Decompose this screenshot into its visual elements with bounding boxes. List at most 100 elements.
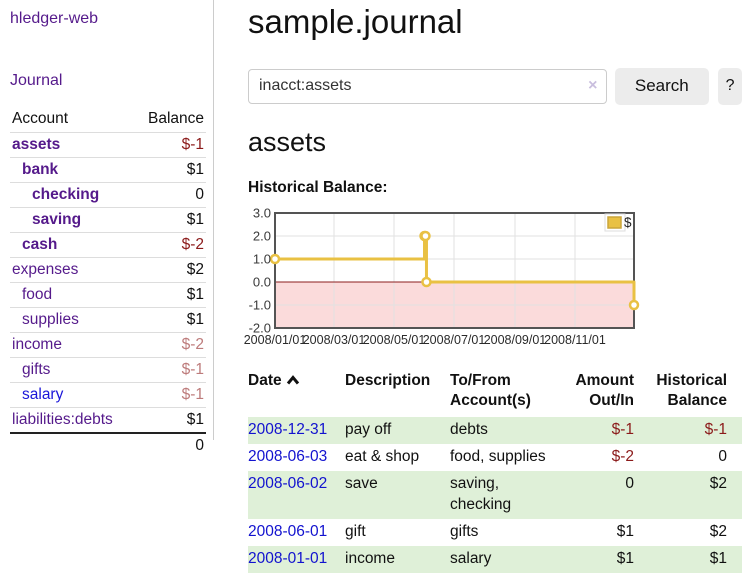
account-balance: $1 [134, 207, 206, 233]
register-header-description: Description [345, 372, 431, 389]
account-row: supplies $1 [10, 307, 206, 333]
register-row: 2008-06-03 eat & shop food, supplies $-2 0 [248, 444, 742, 471]
transaction-description: eat & shop [345, 448, 420, 466]
transaction-amount: $1 [616, 549, 634, 567]
chart-title: Historical Balance: [248, 179, 388, 196]
sidebar-account-saving[interactable]: saving [32, 211, 82, 228]
register-header-amount: Amount Out/In [575, 372, 634, 410]
account-row: bank $1 [10, 157, 206, 183]
clear-search-icon[interactable]: × [588, 76, 598, 94]
accounts-total-row: 0 [10, 432, 206, 458]
sort-ascending-icon [286, 372, 300, 392]
brand-link[interactable]: hledger-web [10, 10, 99, 27]
account-row: food $1 [10, 282, 206, 308]
help-button[interactable]: ? [718, 67, 742, 105]
transaction-balance: $1 [709, 549, 727, 567]
svg-text:-2.0: -2.0 [249, 321, 271, 336]
accounts-total-value: 0 [134, 432, 206, 458]
transaction-date-link[interactable]: 2008-06-03 [248, 448, 328, 466]
account-balance: $1 [134, 282, 206, 308]
account-balance: $2 [134, 257, 206, 283]
transaction-description: gift [345, 522, 366, 540]
svg-text:$: $ [624, 215, 632, 230]
account-row: salary $-1 [10, 382, 206, 408]
main-content: sample.journal × Search ? assets Histori… [244, 0, 742, 573]
transaction-amount: 0 [625, 475, 634, 493]
transaction-amount: $1 [616, 522, 634, 540]
svg-text:1.0: 1.0 [253, 252, 271, 267]
transaction-accounts: food, supplies [450, 448, 546, 466]
accounts-header-account: Account [12, 110, 69, 127]
register-header-date[interactable]: Date [248, 369, 345, 417]
account-row: checking 0 [10, 182, 206, 208]
account-balance: $-1 [134, 357, 206, 383]
svg-text:-1.0: -1.0 [249, 298, 271, 313]
svg-text:2008/05/01: 2008/05/01 [363, 333, 426, 347]
search-input[interactable] [248, 68, 607, 104]
transaction-date-link[interactable]: 2008-01-01 [248, 549, 328, 567]
sidebar-account-checking[interactable]: checking [32, 186, 100, 203]
account-heading: assets [248, 127, 327, 157]
sidebar-account-supplies[interactable]: supplies [22, 311, 79, 328]
sidebar-account-bank[interactable]: bank [22, 161, 59, 178]
sidebar: hledger-web Journal Account Balance asse… [0, 0, 214, 458]
search-button[interactable]: Search [614, 67, 710, 105]
transaction-accounts: debts [450, 421, 488, 439]
svg-text:2.0: 2.0 [253, 229, 271, 244]
sidebar-account-expenses[interactable]: expenses [12, 261, 79, 278]
transaction-date-link[interactable]: 2008-12-31 [248, 421, 328, 439]
transaction-description: save [345, 475, 378, 493]
account-balance: $-1 [134, 382, 206, 408]
search-form: × Search ? [248, 67, 742, 105]
account-balance: $1 [134, 157, 206, 183]
account-row: cash $-2 [10, 232, 206, 258]
account-row: assets $-1 [10, 132, 206, 158]
svg-text:2008/09/01: 2008/09/01 [484, 333, 547, 347]
account-row: expenses $2 [10, 257, 206, 283]
search-box: × [248, 68, 607, 104]
transaction-date-link[interactable]: 2008-06-01 [248, 522, 328, 540]
register-row: 2008-06-01 gift gifts $1 $2 [248, 519, 742, 546]
transaction-description: pay off [345, 421, 392, 439]
account-row: income $-2 [10, 332, 206, 358]
sidebar-account-income[interactable]: income [12, 336, 62, 353]
transaction-accounts: saving, checking [450, 475, 512, 514]
sidebar-account-cash[interactable]: cash [22, 236, 58, 253]
register-row: 2008-01-01 income salary $1 $1 [248, 545, 742, 573]
register-table: Date Description To/From Account(s) Amou… [248, 369, 742, 573]
transaction-description: income [345, 549, 395, 567]
transaction-balance: $-1 [704, 421, 727, 439]
account-row: saving $1 [10, 207, 206, 233]
account-row: gifts $-1 [10, 357, 206, 383]
account-row: liabilities:debts $1 [10, 407, 206, 433]
account-balance: $-2 [134, 232, 206, 258]
register-header-accounts: To/From Account(s) [450, 372, 531, 410]
sidebar-account-salary[interactable]: salary [22, 386, 64, 403]
svg-text:3.0: 3.0 [253, 206, 271, 221]
svg-text:0.0: 0.0 [253, 275, 271, 290]
transaction-balance: $2 [709, 475, 727, 493]
sidebar-account-liabilities-debts[interactable]: liabilities:debts [12, 411, 113, 428]
sidebar-account-food[interactable]: food [22, 286, 53, 303]
account-balance: 0 [134, 182, 206, 208]
transaction-date-link[interactable]: 2008-06-02 [248, 475, 328, 493]
account-balance: $1 [134, 307, 206, 333]
chart-svg: $3.0 2.0 1.0 0.0 -1.0 -2.02008/01/012008/03/0… [244, 206, 640, 347]
sidebar-account-assets[interactable]: assets [12, 136, 61, 153]
svg-text:2008/03/01: 2008/03/01 [303, 333, 366, 347]
register-header-balance: Historical Balance [656, 372, 727, 410]
svg-text:2008/01/01: 2008/01/01 [244, 333, 307, 347]
transaction-accounts: salary [450, 549, 492, 567]
accounts-header-balance: Balance [147, 110, 204, 127]
accounts-table: Account Balance assets $-1 bank $1 checking 0… [10, 107, 206, 458]
sidebar-item-journal[interactable]: Journal [10, 72, 63, 89]
sidebar-account-gifts[interactable]: gifts [22, 361, 51, 378]
account-balance: $-1 [134, 132, 206, 158]
transaction-amount: $-2 [611, 448, 634, 466]
register-row: 2008-06-02 save saving, checking 0 $2 [248, 471, 742, 519]
page-title: sample.journal [248, 3, 463, 40]
account-balance: $1 [134, 407, 206, 433]
transaction-balance: $2 [709, 522, 727, 540]
svg-text:2008/11/01: 2008/11/01 [544, 333, 606, 347]
